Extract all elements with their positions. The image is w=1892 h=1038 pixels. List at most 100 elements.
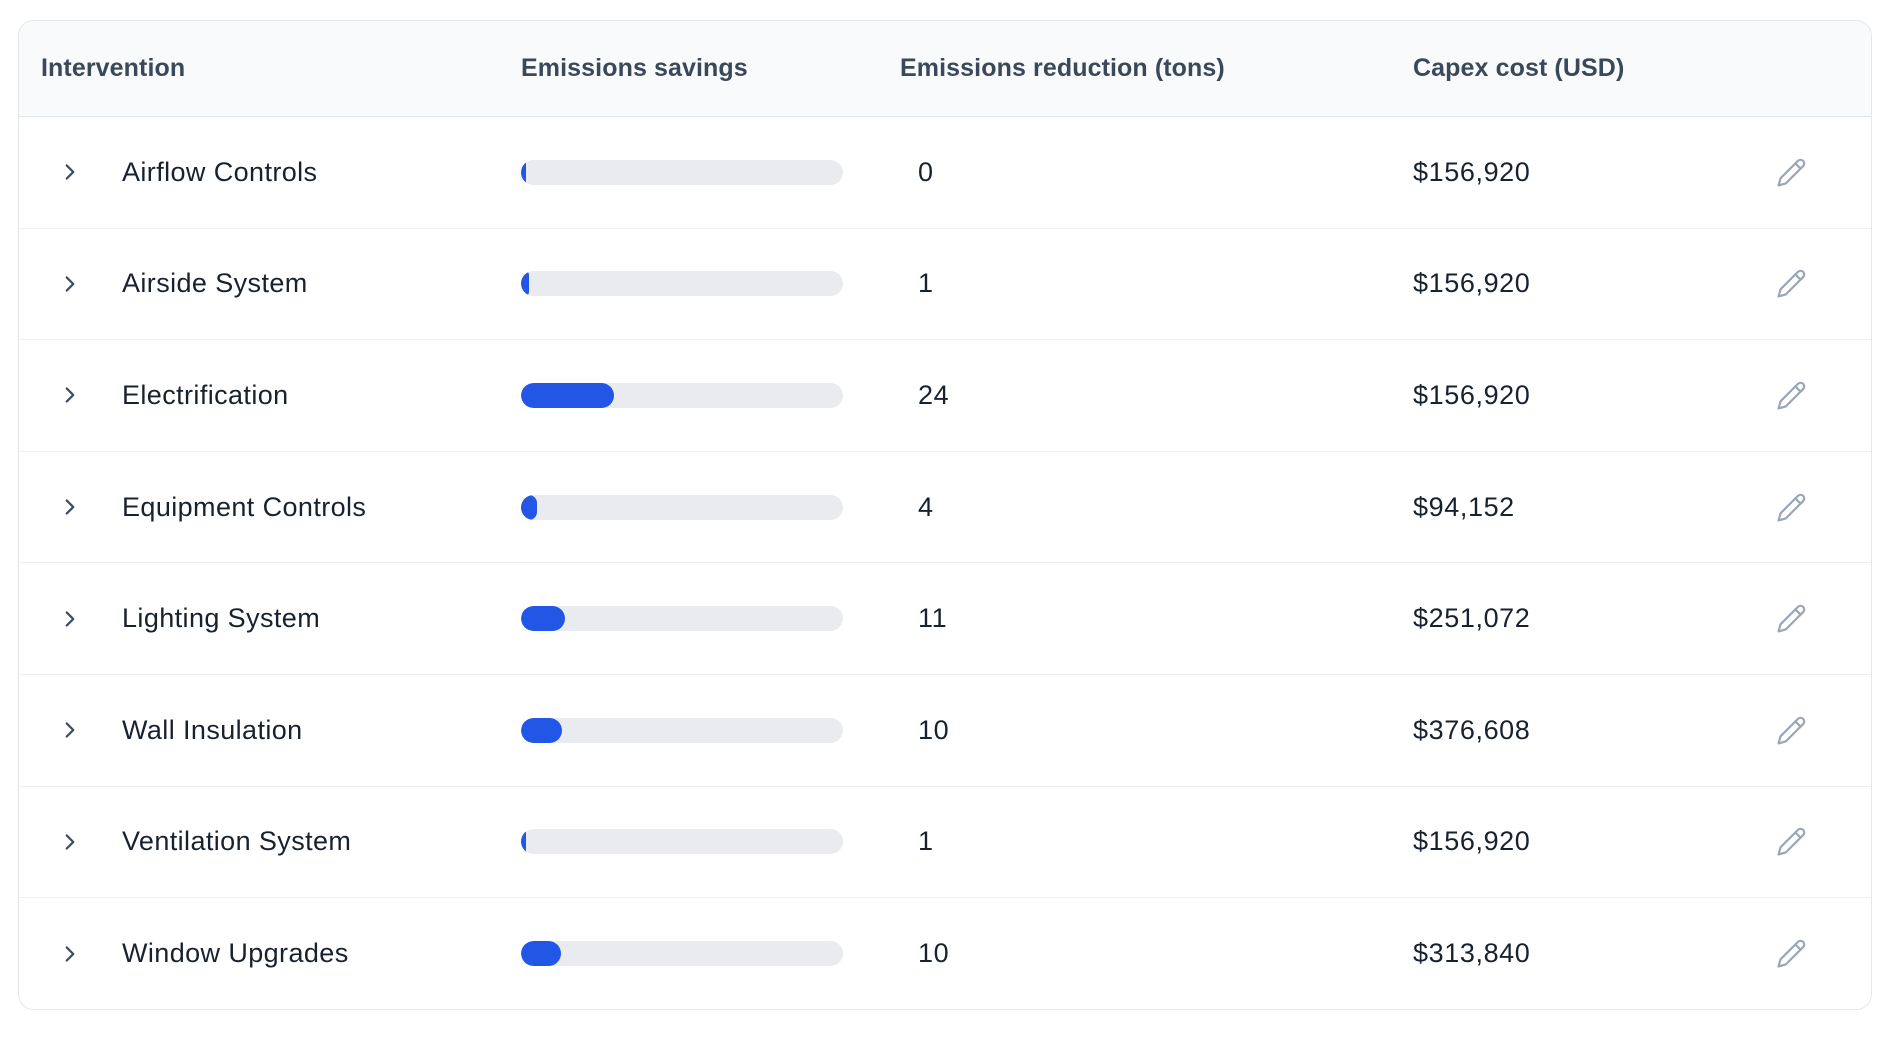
emissions-reduction-value: 10 (918, 938, 950, 969)
capex-cost-value: $94,152 (1413, 491, 1515, 522)
actions-cell (1711, 268, 1871, 299)
expand-row-button[interactable] (57, 829, 83, 855)
emissions-savings-bar-fill (521, 606, 566, 632)
emissions-savings-bar-track (521, 829, 843, 855)
chevron-right-icon (65, 611, 75, 627)
table-header-row: Intervention Emissions savings Emissions… (19, 21, 1871, 117)
chevron-right-icon (65, 276, 75, 292)
emissions-savings-bar-fill (521, 159, 527, 185)
chevron-right-icon (65, 387, 75, 404)
emissions-savings-bar-track (521, 606, 843, 632)
pencil-icon (1776, 270, 1805, 298)
edit-button[interactable] (1776, 157, 1807, 188)
intervention-name: Ventilation System (122, 826, 352, 857)
emissions-savings-bar-fill (521, 382, 615, 408)
pencil-icon (1776, 716, 1805, 745)
expand-row-button[interactable] (57, 606, 83, 632)
capex-cost-value: $156,920 (1413, 379, 1531, 410)
expand-cell (19, 941, 122, 967)
emissions-reduction-value: 1 (918, 826, 934, 857)
emissions-reduction-value: 11 (918, 603, 948, 634)
capex-cost-value: $251,072 (1413, 603, 1531, 634)
pencil-icon (1776, 158, 1805, 187)
table-row: Airflow Controls 0 $156,920 (19, 117, 1871, 229)
intervention-name: Airflow Controls (122, 156, 318, 187)
intervention-name: Lighting System (122, 603, 321, 634)
table-row: Airside System 1 $156,920 (19, 228, 1871, 341)
edit-button[interactable] (1776, 715, 1807, 746)
intervention-name: Equipment Controls (122, 491, 367, 522)
edit-button[interactable] (1776, 603, 1807, 634)
expand-cell (19, 382, 122, 408)
column-header-capex-cost: Capex cost (USD) (1413, 54, 1625, 82)
edit-button[interactable] (1776, 492, 1807, 523)
chevron-right-icon (65, 946, 75, 962)
emissions-savings-cell (521, 494, 900, 520)
emissions-savings-bar-fill (521, 271, 530, 297)
pencil-icon (1776, 493, 1805, 522)
emissions-savings-cell (521, 717, 900, 743)
expand-row-button[interactable] (57, 382, 83, 408)
actions-cell (1711, 380, 1871, 411)
expand-cell (19, 494, 122, 520)
edit-button[interactable] (1776, 938, 1807, 969)
edit-button[interactable] (1776, 826, 1807, 857)
column-header-intervention: Intervention (41, 54, 186, 82)
emissions-savings-cell (521, 941, 900, 967)
table-row: Equipment Controls 4 $94,152 (19, 451, 1871, 564)
capex-cost-value: $376,608 (1413, 714, 1531, 745)
emissions-savings-cell (521, 829, 900, 855)
intervention-name: Window Upgrades (122, 938, 349, 969)
actions-cell (1711, 715, 1871, 746)
emissions-savings-bar-fill (521, 717, 562, 743)
chevron-right-icon (65, 164, 75, 180)
pencil-icon (1776, 604, 1805, 633)
pencil-icon (1776, 940, 1805, 968)
expand-row-button[interactable] (57, 271, 83, 297)
column-header-emissions-reduction: Emissions reduction (tons) (900, 54, 1225, 82)
emissions-savings-cell (521, 159, 900, 185)
pencil-icon (1776, 828, 1805, 856)
capex-cost-value: $156,920 (1413, 268, 1531, 299)
table-row: Ventilation System 1 $156,920 (19, 786, 1871, 899)
emissions-savings-bar-fill (521, 941, 561, 967)
intervention-name: Wall Insulation (122, 714, 303, 745)
emissions-savings-bar-fill (521, 494, 538, 520)
column-header-emissions-savings: Emissions savings (521, 54, 748, 82)
emissions-reduction-value: 4 (918, 491, 934, 522)
emissions-savings-bar-track (521, 382, 843, 408)
actions-cell (1711, 938, 1871, 969)
edit-button[interactable] (1776, 268, 1807, 299)
table-row: Wall Insulation 10 $376,608 (19, 674, 1871, 787)
expand-row-button[interactable] (57, 717, 83, 743)
pencil-icon (1776, 381, 1805, 410)
emissions-reduction-value: 1 (918, 268, 934, 299)
emissions-savings-bar-track (521, 941, 843, 967)
actions-cell (1711, 603, 1871, 634)
expand-cell (19, 606, 122, 632)
chevron-right-icon (65, 499, 75, 515)
emissions-savings-bar-track (521, 159, 843, 185)
table-row: Lighting System 11 $251,072 (19, 563, 1871, 675)
chevron-right-icon (65, 834, 75, 850)
expand-row-button[interactable] (57, 159, 83, 185)
expand-cell (19, 271, 122, 297)
emissions-reduction-value: 10 (918, 714, 950, 745)
interventions-table: Intervention Emissions savings Emissions… (18, 20, 1872, 1010)
intervention-name: Electrification (122, 379, 289, 410)
edit-button[interactable] (1776, 380, 1807, 411)
capex-cost-value: $313,840 (1413, 938, 1531, 969)
emissions-savings-bar-track (521, 271, 843, 297)
emissions-reduction-value: 0 (918, 156, 934, 187)
expand-row-button[interactable] (57, 494, 83, 520)
expand-cell (19, 717, 122, 743)
expand-row-button[interactable] (57, 941, 83, 967)
table-row: Electrification 24 $156,920 (19, 340, 1871, 452)
expand-cell (19, 829, 122, 855)
chevron-right-icon (65, 722, 75, 738)
emissions-savings-cell (521, 606, 900, 632)
emissions-savings-cell (521, 271, 900, 297)
emissions-savings-bar-fill (521, 829, 527, 855)
intervention-name: Airside System (122, 268, 308, 299)
actions-cell (1711, 826, 1871, 857)
